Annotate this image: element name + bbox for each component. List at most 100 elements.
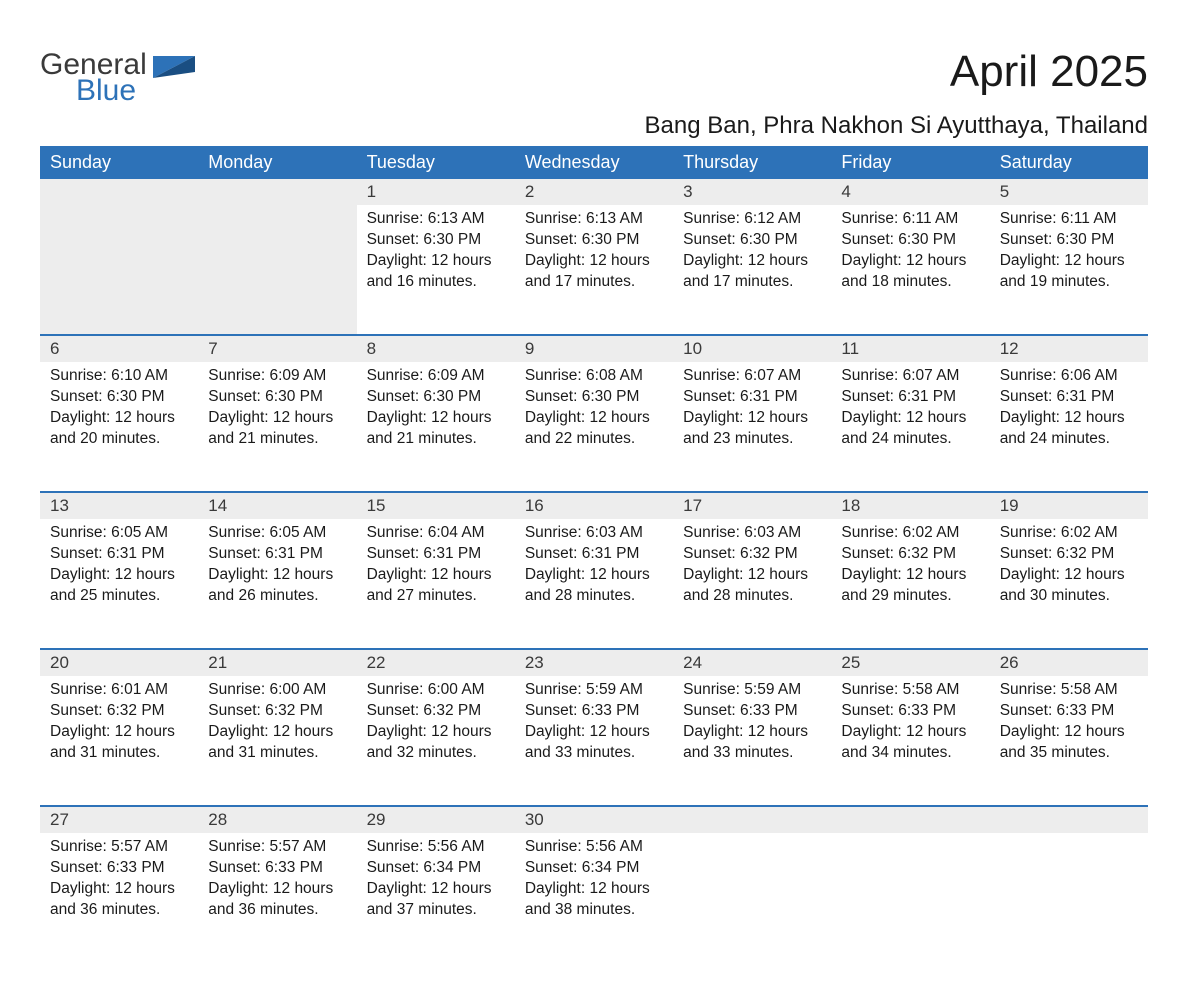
- day-content-row: Sunrise: 6:10 AMSunset: 6:30 PMDaylight:…: [40, 362, 1148, 492]
- sunrise-line: Sunrise: 6:02 AM: [841, 523, 979, 544]
- sunset-line: Sunset: 6:31 PM: [841, 387, 979, 408]
- daylight-line: Daylight: 12 hours and 23 minutes.: [683, 408, 821, 450]
- daylight-line: Daylight: 12 hours and 21 minutes.: [208, 408, 346, 450]
- sunrise-line: Sunrise: 5:59 AM: [525, 680, 663, 701]
- sunrise-line: Sunrise: 6:11 AM: [1000, 209, 1138, 230]
- daylight-line: Daylight: 12 hours and 32 minutes.: [367, 722, 505, 764]
- daylight-line: Daylight: 12 hours and 38 minutes.: [525, 879, 663, 921]
- sunset-line: Sunset: 6:33 PM: [1000, 701, 1138, 722]
- sunrise-line: Sunrise: 6:07 AM: [841, 366, 979, 387]
- day-cell: Sunrise: 5:59 AMSunset: 6:33 PMDaylight:…: [515, 676, 673, 806]
- day-number: 26: [990, 649, 1148, 676]
- sunset-line: Sunset: 6:30 PM: [1000, 230, 1138, 251]
- daylight-line: Daylight: 12 hours and 24 minutes.: [841, 408, 979, 450]
- day-number: 1: [357, 179, 515, 205]
- day-cell: Sunrise: 6:05 AMSunset: 6:31 PMDaylight:…: [40, 519, 198, 649]
- sunset-line: Sunset: 6:34 PM: [525, 858, 663, 879]
- sunset-line: Sunset: 6:34 PM: [367, 858, 505, 879]
- daylight-line: Daylight: 12 hours and 20 minutes.: [50, 408, 188, 450]
- sunrise-line: Sunrise: 6:05 AM: [208, 523, 346, 544]
- day-number: 10: [673, 335, 831, 362]
- day-number: [831, 806, 989, 833]
- day-number: [198, 179, 356, 205]
- day-number: [673, 806, 831, 833]
- day-number: 14: [198, 492, 356, 519]
- day-content-row: Sunrise: 5:57 AMSunset: 6:33 PMDaylight:…: [40, 833, 1148, 963]
- sunrise-line: Sunrise: 6:07 AM: [683, 366, 821, 387]
- day-number-row: 20212223242526: [40, 649, 1148, 676]
- daylight-line: Daylight: 12 hours and 28 minutes.: [683, 565, 821, 607]
- sunset-line: Sunset: 6:32 PM: [683, 544, 821, 565]
- day-cell: Sunrise: 6:09 AMSunset: 6:30 PMDaylight:…: [357, 362, 515, 492]
- daylight-line: Daylight: 12 hours and 37 minutes.: [367, 879, 505, 921]
- sunset-line: Sunset: 6:30 PM: [525, 230, 663, 251]
- weekday-header: Thursday: [673, 146, 831, 179]
- day-cell: Sunrise: 5:58 AMSunset: 6:33 PMDaylight:…: [831, 676, 989, 806]
- daylight-line: Daylight: 12 hours and 27 minutes.: [367, 565, 505, 607]
- daylight-line: Daylight: 12 hours and 17 minutes.: [683, 251, 821, 293]
- sunrise-line: Sunrise: 6:02 AM: [1000, 523, 1138, 544]
- sunrise-line: Sunrise: 6:03 AM: [525, 523, 663, 544]
- daylight-line: Daylight: 12 hours and 34 minutes.: [841, 722, 979, 764]
- day-number: 16: [515, 492, 673, 519]
- day-cell: Sunrise: 6:11 AMSunset: 6:30 PMDaylight:…: [990, 205, 1148, 335]
- day-cell: Sunrise: 6:04 AMSunset: 6:31 PMDaylight:…: [357, 519, 515, 649]
- day-number: 11: [831, 335, 989, 362]
- sunset-line: Sunset: 6:32 PM: [208, 701, 346, 722]
- sunrise-line: Sunrise: 6:10 AM: [50, 366, 188, 387]
- day-number: 20: [40, 649, 198, 676]
- daylight-line: Daylight: 12 hours and 36 minutes.: [208, 879, 346, 921]
- logo: General Blue: [40, 50, 195, 106]
- day-number: 29: [357, 806, 515, 833]
- day-number: 21: [198, 649, 356, 676]
- day-cell: [198, 205, 356, 335]
- sunrise-line: Sunrise: 6:00 AM: [367, 680, 505, 701]
- day-cell: Sunrise: 6:13 AMSunset: 6:30 PMDaylight:…: [515, 205, 673, 335]
- day-number: 2: [515, 179, 673, 205]
- sunset-line: Sunset: 6:33 PM: [683, 701, 821, 722]
- sunset-line: Sunset: 6:31 PM: [683, 387, 821, 408]
- daylight-line: Daylight: 12 hours and 33 minutes.: [525, 722, 663, 764]
- sunset-line: Sunset: 6:32 PM: [367, 701, 505, 722]
- day-cell: [40, 205, 198, 335]
- weekday-header: Wednesday: [515, 146, 673, 179]
- day-number-row: 6789101112: [40, 335, 1148, 362]
- logo-text: General Blue: [40, 50, 147, 106]
- day-number: 24: [673, 649, 831, 676]
- day-content-row: Sunrise: 6:13 AMSunset: 6:30 PMDaylight:…: [40, 205, 1148, 335]
- weekday-header: Monday: [198, 146, 356, 179]
- daylight-line: Daylight: 12 hours and 29 minutes.: [841, 565, 979, 607]
- day-number: 22: [357, 649, 515, 676]
- sunrise-line: Sunrise: 6:12 AM: [683, 209, 821, 230]
- day-number: 8: [357, 335, 515, 362]
- day-number: 23: [515, 649, 673, 676]
- sunset-line: Sunset: 6:30 PM: [367, 387, 505, 408]
- calendar-table: Sunday Monday Tuesday Wednesday Thursday…: [40, 146, 1148, 963]
- daylight-line: Daylight: 12 hours and 28 minutes.: [525, 565, 663, 607]
- weekday-header: Saturday: [990, 146, 1148, 179]
- sunrise-line: Sunrise: 6:13 AM: [367, 209, 505, 230]
- day-cell: [831, 833, 989, 963]
- daylight-line: Daylight: 12 hours and 16 minutes.: [367, 251, 505, 293]
- flag-icon: [153, 54, 195, 82]
- daylight-line: Daylight: 12 hours and 36 minutes.: [50, 879, 188, 921]
- day-number: 6: [40, 335, 198, 362]
- day-number: 9: [515, 335, 673, 362]
- day-cell: Sunrise: 5:56 AMSunset: 6:34 PMDaylight:…: [357, 833, 515, 963]
- day-number: 19: [990, 492, 1148, 519]
- day-number: 3: [673, 179, 831, 205]
- day-cell: Sunrise: 6:11 AMSunset: 6:30 PMDaylight:…: [831, 205, 989, 335]
- daylight-line: Daylight: 12 hours and 21 minutes.: [367, 408, 505, 450]
- day-content-row: Sunrise: 6:05 AMSunset: 6:31 PMDaylight:…: [40, 519, 1148, 649]
- sunrise-line: Sunrise: 5:59 AM: [683, 680, 821, 701]
- weekday-header: Sunday: [40, 146, 198, 179]
- day-cell: Sunrise: 6:08 AMSunset: 6:30 PMDaylight:…: [515, 362, 673, 492]
- sunset-line: Sunset: 6:30 PM: [208, 387, 346, 408]
- day-cell: Sunrise: 5:57 AMSunset: 6:33 PMDaylight:…: [40, 833, 198, 963]
- day-cell: Sunrise: 6:01 AMSunset: 6:32 PMDaylight:…: [40, 676, 198, 806]
- daylight-line: Daylight: 12 hours and 18 minutes.: [841, 251, 979, 293]
- sunrise-line: Sunrise: 6:13 AM: [525, 209, 663, 230]
- daylight-line: Daylight: 12 hours and 35 minutes.: [1000, 722, 1138, 764]
- day-number: 27: [40, 806, 198, 833]
- day-number: 17: [673, 492, 831, 519]
